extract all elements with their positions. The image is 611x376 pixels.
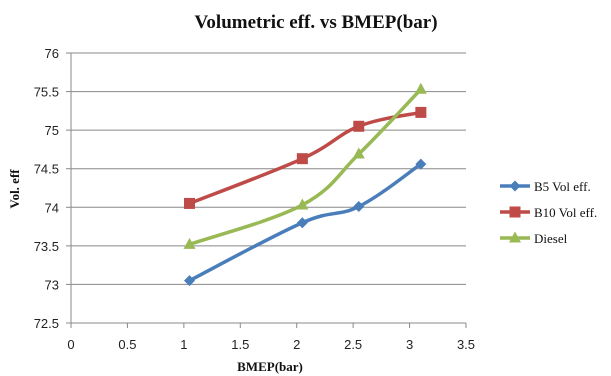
legend: B5 Vol eff. B10 Vol eff. Diesel: [500, 179, 597, 246]
x-tick-label: 0.5: [118, 337, 136, 352]
y-tick-label: 76: [45, 46, 59, 61]
series: [183, 82, 427, 287]
data-point: [296, 217, 308, 229]
legend-label: Diesel: [534, 231, 568, 246]
series-line: [187, 87, 423, 247]
legend-marker: [509, 206, 521, 218]
y-tick-label: 74.5: [34, 162, 59, 177]
data-point: [415, 106, 427, 118]
data-point: [183, 237, 196, 249]
y-tick-label: 73.5: [34, 239, 59, 254]
x-tick-label: 1.5: [231, 337, 249, 352]
x-tick-labels: 0 0.5 1 1.5 2 2.5 3 3.5: [67, 337, 475, 352]
data-point: [184, 197, 195, 209]
legend-label: B5 Vol eff.: [534, 179, 591, 194]
y-tick-labels: 72.5 73 73.5 74 74.5 75 75.5 76: [34, 46, 59, 331]
data-point: [353, 120, 365, 132]
y-tick-label: 75: [45, 123, 59, 138]
legend-item: Diesel: [500, 231, 568, 246]
x-tick-label: 2: [293, 337, 300, 352]
x-tick-label: 3: [406, 337, 413, 352]
series-b5-vol-eff: [184, 158, 427, 287]
y-tick-label: 75.5: [34, 85, 59, 100]
data-point: [415, 158, 427, 170]
legend-label: B10 Vol eff.: [534, 205, 597, 220]
y-tick-label: 72.5: [34, 316, 59, 331]
data-point: [296, 153, 308, 165]
series-line: [187, 110, 423, 206]
data-point: [184, 275, 195, 287]
x-tick-label: 1: [180, 337, 187, 352]
data-point: [352, 147, 365, 159]
legend-marker: [509, 180, 521, 192]
x-axis-label: BMEP(bar): [237, 359, 303, 374]
grid-lines: [71, 52, 466, 285]
series-diesel: [183, 82, 427, 249]
x-tick-label: 2.5: [344, 337, 362, 352]
axes: [66, 52, 467, 328]
series-b10-vol-eff: [184, 106, 427, 209]
data-point: [414, 82, 427, 94]
y-tick-label: 73: [45, 277, 59, 292]
data-point: [353, 201, 365, 213]
chart-title: Volumetric eff. vs BMEP(bar): [194, 12, 437, 33]
legend-item: B10 Vol eff.: [500, 205, 597, 220]
y-axis-label: Vol. eff: [7, 169, 22, 209]
legend-item: B5 Vol eff.: [500, 179, 591, 194]
x-tick-label: 3.5: [457, 337, 475, 352]
data-point: [296, 198, 309, 210]
y-tick-label: 74: [45, 200, 59, 215]
x-tick-label: 0: [67, 337, 74, 352]
legend-marker: [509, 231, 521, 243]
series-line: [187, 162, 423, 283]
